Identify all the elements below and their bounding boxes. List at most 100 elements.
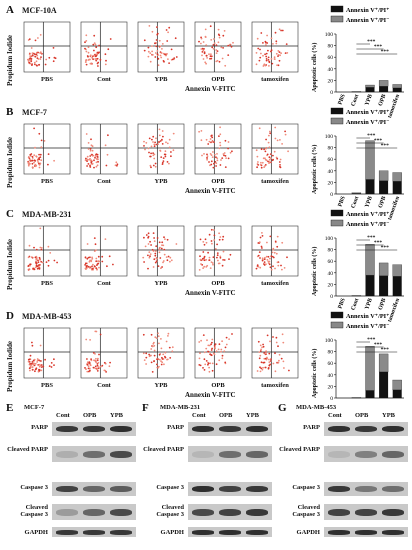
significance-label: *** bbox=[367, 133, 376, 139]
event-dot bbox=[257, 161, 259, 163]
blot-band bbox=[219, 426, 241, 433]
event-dot bbox=[40, 139, 43, 142]
flow-x-label: Annexin V-FITC bbox=[185, 187, 236, 195]
event-dot bbox=[158, 251, 161, 254]
blot-band bbox=[328, 508, 350, 516]
event-dot bbox=[161, 48, 163, 50]
blot-row-label: PARP bbox=[167, 424, 184, 431]
blot-strip bbox=[52, 446, 136, 462]
event-dot bbox=[39, 153, 42, 156]
cell-line-label: MDA-MB-231 bbox=[22, 210, 72, 219]
event-dot bbox=[31, 344, 34, 347]
event-dot bbox=[33, 246, 35, 249]
event-dot bbox=[210, 141, 212, 144]
event-dot bbox=[265, 255, 268, 258]
event-dot bbox=[213, 42, 216, 45]
event-dot bbox=[99, 58, 102, 61]
event-dot bbox=[35, 259, 38, 261]
event-dot bbox=[210, 163, 213, 166]
event-dot bbox=[84, 41, 86, 44]
event-dot bbox=[269, 157, 272, 159]
event-dot bbox=[205, 258, 208, 261]
event-dot bbox=[151, 371, 154, 373]
event-dot bbox=[227, 157, 230, 160]
event-dot bbox=[202, 267, 205, 269]
event-dot bbox=[160, 363, 163, 366]
event-dot bbox=[209, 153, 212, 155]
event-dot bbox=[222, 235, 225, 238]
event-dot bbox=[95, 53, 98, 56]
event-dot bbox=[208, 140, 211, 143]
blot-row-label: PARP bbox=[31, 424, 48, 431]
event-dot bbox=[37, 37, 39, 39]
event-dot bbox=[88, 58, 90, 61]
blot-strip bbox=[188, 527, 272, 537]
event-dot bbox=[39, 227, 42, 230]
event-dot bbox=[280, 357, 283, 360]
event-dot bbox=[154, 261, 157, 264]
flow-plot bbox=[23, 225, 71, 277]
event-dot bbox=[279, 139, 281, 141]
flow-plot bbox=[137, 225, 185, 277]
event-dot bbox=[214, 161, 217, 163]
event-dot bbox=[39, 344, 42, 347]
event-dot bbox=[268, 156, 271, 159]
event-dot bbox=[42, 365, 45, 368]
event-dot bbox=[268, 263, 271, 266]
event-dot bbox=[210, 228, 213, 231]
event-dot bbox=[219, 164, 222, 166]
legend-label: Annexin V⁺/PI⁺ bbox=[346, 7, 389, 14]
y-tick-label: 80 bbox=[328, 146, 334, 152]
event-dot bbox=[98, 44, 100, 47]
event-dot bbox=[282, 341, 285, 344]
blot-band bbox=[382, 450, 404, 458]
event-dot bbox=[38, 157, 40, 159]
event-dot bbox=[54, 57, 57, 60]
event-dot bbox=[227, 141, 230, 143]
legend-swatch bbox=[330, 117, 344, 125]
y-tick-label: 40 bbox=[328, 271, 334, 277]
event-dot bbox=[201, 54, 203, 57]
event-dot bbox=[89, 165, 91, 167]
event-dot bbox=[45, 261, 48, 263]
event-dot bbox=[159, 150, 162, 152]
event-dot bbox=[205, 54, 208, 57]
event-dot bbox=[263, 63, 266, 66]
event-dot bbox=[219, 256, 222, 259]
event-dot bbox=[215, 49, 218, 51]
event-dot bbox=[87, 148, 90, 150]
event-dot bbox=[258, 241, 261, 244]
event-dot bbox=[280, 52, 282, 55]
event-dot bbox=[261, 235, 264, 237]
event-dot bbox=[29, 362, 32, 365]
event-dot bbox=[144, 148, 146, 151]
event-dot bbox=[268, 161, 271, 163]
event-dot bbox=[221, 57, 224, 60]
event-dot bbox=[160, 156, 163, 158]
event-dot bbox=[228, 258, 230, 260]
event-dot bbox=[222, 153, 225, 155]
event-dot bbox=[172, 132, 175, 135]
condition-label: tamoxifen bbox=[261, 280, 289, 287]
bar-category-label: PBS bbox=[337, 94, 346, 106]
event-dot bbox=[256, 370, 259, 372]
flow-plot bbox=[251, 225, 299, 277]
bar-segment-light bbox=[351, 91, 362, 93]
event-dot bbox=[214, 343, 217, 345]
event-dot bbox=[270, 358, 272, 360]
event-dot bbox=[98, 260, 101, 263]
event-dot bbox=[84, 159, 87, 161]
event-dot bbox=[172, 149, 175, 152]
event-dot bbox=[142, 352, 145, 355]
event-dot bbox=[27, 163, 30, 166]
significance-label: *** bbox=[374, 342, 383, 348]
event-dot bbox=[86, 370, 89, 373]
event-dot bbox=[258, 127, 261, 130]
event-dot bbox=[214, 153, 216, 156]
event-dot bbox=[95, 361, 97, 364]
y-tick-label: 80 bbox=[328, 248, 334, 254]
event-dot bbox=[217, 348, 220, 351]
event-dot bbox=[221, 157, 224, 159]
event-dot bbox=[160, 338, 162, 340]
event-dot bbox=[168, 146, 171, 149]
